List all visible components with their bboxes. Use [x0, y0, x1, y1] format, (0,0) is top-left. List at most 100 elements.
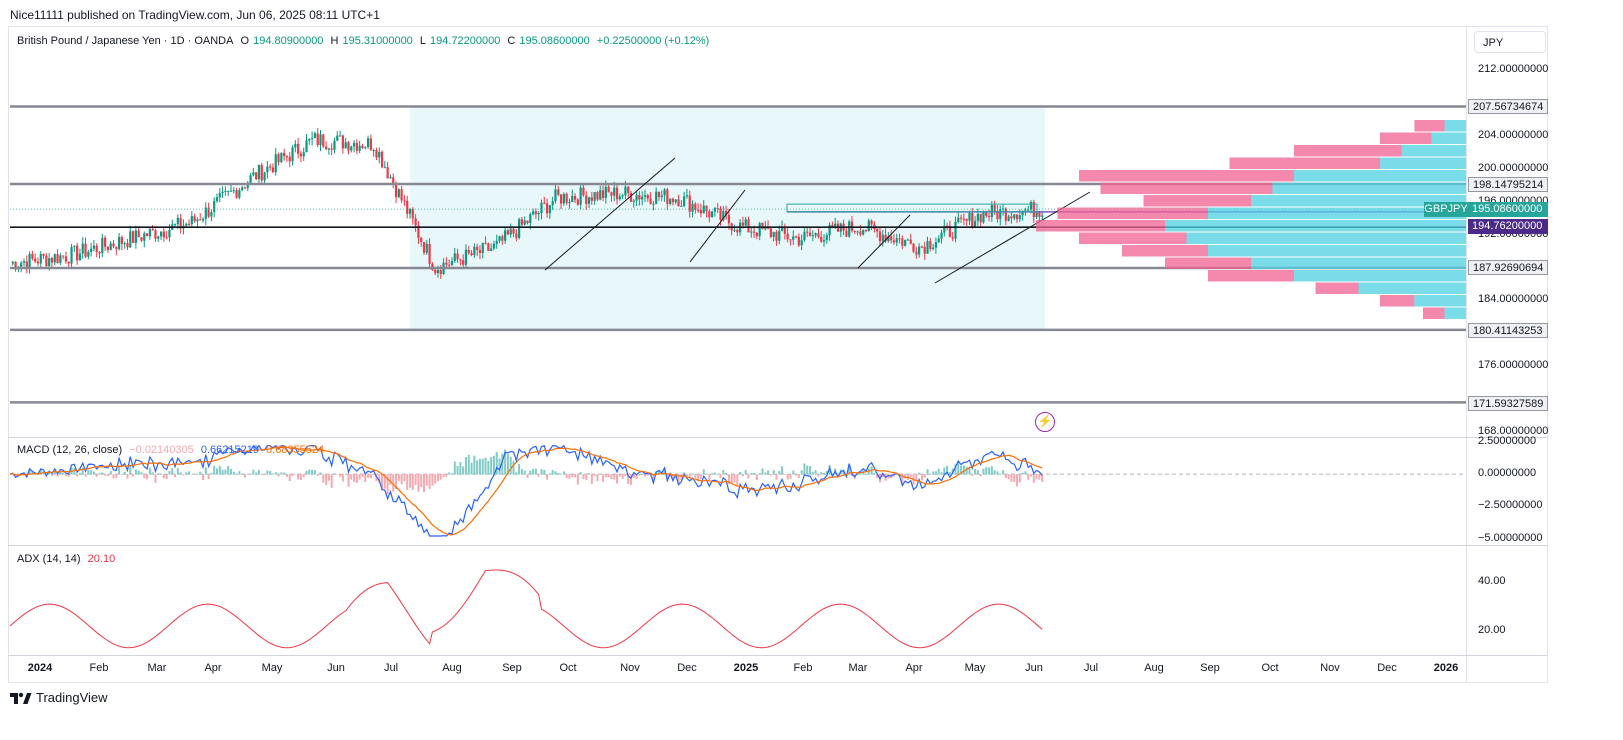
macd-histogram-bar [518, 464, 521, 475]
macd-histogram-bar [31, 471, 34, 475]
candle-body [808, 232, 812, 236]
symbol-title[interactable]: British Pound / Japanese Yen · 1D · OAND… [17, 35, 234, 47]
time-axis-label: Mar [147, 662, 167, 674]
macd-histogram-bar [193, 473, 196, 475]
macd-histogram-bar [792, 470, 795, 475]
candle-body [557, 189, 560, 195]
candle-body [215, 197, 219, 201]
candle-body [428, 243, 431, 264]
macd-histogram-bar [864, 473, 867, 475]
candle-body [898, 238, 901, 240]
candle-body [350, 146, 353, 151]
time-axis-label: Jul [383, 662, 399, 674]
candle-body [520, 219, 524, 225]
candle-body [414, 218, 417, 226]
chart-frame[interactable] [8, 26, 1548, 683]
macd-histogram-bar [336, 474, 339, 475]
candle-body [199, 219, 202, 221]
macd-tick-label: 2.50000000 [1478, 434, 1537, 447]
macd-legend[interactable]: MACD (12, 26, close) −0.02140305 0.66215… [17, 444, 328, 456]
macd-histogram-bar [624, 474, 627, 477]
volume-profile-down [1165, 257, 1251, 269]
candle-body [515, 233, 518, 238]
macd-histogram-bar [554, 471, 557, 475]
macd-histogram-bar [800, 470, 803, 475]
macd-histogram-bar [246, 474, 249, 475]
candle-body [957, 217, 960, 222]
candle-body [1029, 201, 1033, 210]
candle-body [948, 225, 951, 238]
time-axis-label: 2026 [1433, 662, 1459, 674]
candle-body [383, 167, 386, 169]
candle-body [814, 233, 817, 236]
candle-body [445, 262, 448, 265]
macd-histogram-bar [820, 472, 823, 475]
adx-legend[interactable]: ADX (14, 14) 20.10 [17, 553, 119, 565]
candle-body [87, 251, 90, 257]
lightning-event-icon[interactable]: ⚡ [1035, 412, 1055, 432]
macd-title[interactable]: MACD (12, 26, close) [17, 444, 123, 456]
candle-body [76, 245, 79, 261]
tradingview-logo[interactable]: TradingView [10, 690, 108, 705]
macd-histogram-bar [968, 466, 971, 475]
macd-histogram-bar [154, 474, 157, 483]
macd-histogram-bar [848, 464, 851, 475]
candle-body [347, 142, 350, 151]
pane-separator-macd[interactable] [8, 437, 1548, 438]
currency-selector[interactable]: JPY [1474, 31, 1546, 53]
candle-body [490, 248, 493, 251]
adx-value: 20.10 [87, 553, 116, 565]
candle-body [25, 261, 28, 269]
macd-histogram-bar [918, 472, 921, 475]
candle-body [671, 198, 675, 203]
macd-histogram-bar [708, 474, 711, 481]
candle-body [752, 231, 756, 233]
macd-histogram-bar [1018, 474, 1021, 483]
macd-histogram-bar [775, 474, 778, 480]
candle-body [126, 243, 129, 248]
main-legend[interactable]: British Pound / Japanese Yen · 1D · OAND… [17, 35, 713, 47]
macd-histogram-bar [9, 474, 11, 475]
pane-separator-adx[interactable] [8, 545, 1548, 546]
macd-histogram-bar [369, 474, 372, 479]
macd-histogram-bar [501, 453, 504, 475]
candle-body [629, 192, 633, 202]
time-axis-label: Mar [848, 662, 868, 674]
macd-histogram-bar [962, 465, 965, 475]
candle-body [901, 238, 904, 246]
macd-histogram-bar [294, 473, 297, 475]
candle-body [364, 147, 367, 149]
candle-body [862, 230, 865, 235]
candle-body [294, 143, 297, 148]
candle-body [84, 243, 87, 257]
candle-body [280, 152, 283, 163]
macd-histogram-bar [657, 470, 660, 475]
macd-histogram-bar [680, 474, 683, 481]
macd-histogram-bar [39, 469, 42, 475]
candle-body [266, 166, 269, 173]
candle-body [677, 199, 680, 207]
candle-body [98, 252, 101, 254]
candle-body [56, 254, 59, 264]
macd-histogram-bar [126, 474, 129, 479]
volume-profile-up [1208, 245, 1466, 257]
macd-histogram-bar [235, 474, 238, 475]
macd-histogram-bar [1010, 474, 1013, 482]
candle-body [204, 207, 207, 219]
candle-body [308, 138, 311, 141]
adx-title[interactable]: ADX (14, 14) [17, 553, 81, 565]
candle-body [101, 237, 104, 254]
candle-body [311, 137, 314, 139]
candle-body [487, 243, 490, 251]
macd-histogram-bar [473, 455, 476, 475]
macd-histogram-bar [414, 474, 417, 485]
macd-histogram-bar [814, 470, 817, 475]
macd-histogram-bar [803, 463, 806, 475]
macd-histogram-bar [758, 473, 761, 475]
macd-histogram-bar [210, 472, 213, 475]
volume-profile-up [1186, 232, 1466, 244]
macd-histogram-bar [755, 474, 758, 481]
macd-histogram-bar [344, 474, 347, 475]
macd-histogram-bar [579, 472, 582, 475]
